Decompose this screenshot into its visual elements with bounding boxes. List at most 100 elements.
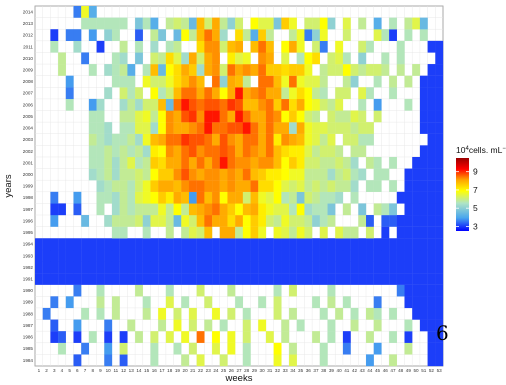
heatmap-cell (342, 110, 351, 123)
heatmap-cell (327, 145, 336, 158)
heatmap-cell (435, 110, 444, 123)
heatmap-cell (119, 122, 128, 134)
heatmap-cell (196, 98, 205, 111)
heatmap-cell (73, 331, 82, 343)
heatmap-cell (142, 203, 151, 216)
heatmap-cell (104, 249, 113, 262)
heatmap-cell (127, 319, 136, 332)
heatmap-cell (412, 203, 421, 216)
heatmap-cell (258, 17, 267, 30)
heatmap-cell (350, 133, 359, 146)
heatmap-cell (335, 180, 344, 192)
heatmap-cell (273, 249, 282, 262)
heatmap-cell (96, 122, 105, 134)
heatmap-cell (188, 319, 197, 332)
heatmap-cell (196, 168, 205, 181)
heatmap-cell (50, 40, 59, 53)
heatmap-cell (296, 64, 305, 76)
heatmap-cell (165, 75, 174, 88)
heatmap-cell (319, 168, 328, 181)
heatmap-cell (296, 215, 305, 227)
heatmap-cell (227, 226, 236, 239)
heatmap-cell (312, 249, 320, 262)
heatmap-cell (250, 249, 259, 262)
heatmap-cell (335, 52, 344, 65)
heatmap-cell (235, 64, 243, 76)
heatmap-cell (427, 110, 436, 123)
heatmap-cell (104, 261, 113, 274)
heatmap-cell (289, 342, 297, 355)
heatmap-cell (396, 226, 405, 239)
heatmap-cell (81, 52, 90, 65)
heatmap-cell (111, 133, 120, 146)
heatmap-cell (88, 98, 97, 111)
heatmap-cell (250, 40, 259, 53)
heatmap-cell (319, 180, 328, 192)
heatmap-cell (289, 226, 297, 239)
heatmap-cell (196, 203, 205, 216)
heatmap-cell (281, 238, 290, 251)
heatmap-cell (204, 29, 213, 41)
heatmap-cell (181, 29, 190, 41)
heatmap-cell (204, 226, 213, 239)
heatmap-cell (219, 87, 228, 100)
heatmap-cell (373, 261, 382, 274)
heatmap-cell (88, 29, 97, 41)
heatmap-cell (296, 156, 305, 169)
heatmap-cell (242, 342, 251, 355)
heatmap-cell (96, 40, 105, 53)
heatmap-cell (389, 156, 397, 169)
heatmap-cell (273, 122, 282, 134)
heatmap-cell (181, 273, 190, 285)
heatmap-cell (250, 261, 259, 274)
heatmap-cell (273, 342, 282, 355)
heatmap-cell (127, 249, 136, 262)
heatmap-cell (119, 261, 128, 274)
x-tick-label: 39 (329, 368, 335, 373)
heatmap-cell (258, 98, 267, 111)
heatmap-cell (235, 87, 243, 100)
x-tick-label: 34 (290, 368, 296, 373)
heatmap-cell (165, 168, 174, 181)
heatmap-cell (419, 191, 428, 204)
heatmap-cell (412, 64, 421, 76)
heatmap-cell (50, 215, 59, 227)
heatmap-cell (212, 75, 220, 88)
heatmap-cell (135, 284, 143, 297)
heatmap-cell (204, 215, 213, 227)
heatmap-cell (304, 64, 313, 76)
heatmap-cell (173, 238, 182, 251)
heatmap-cell (165, 122, 174, 134)
x-tick-label: 9 (99, 368, 102, 373)
heatmap-cell (150, 98, 159, 111)
heatmap-cell (96, 145, 105, 158)
heatmap-cell (88, 145, 97, 158)
heatmap-cell (104, 238, 113, 251)
heatmap-cell (258, 261, 267, 274)
heatmap-cell (427, 122, 436, 134)
heatmap-cell (58, 342, 66, 355)
heatmap-cell (242, 110, 251, 123)
heatmap-cell (250, 238, 259, 251)
heatmap-cell (119, 87, 128, 100)
heatmap-cell (289, 273, 297, 285)
heatmap-cell (335, 122, 344, 134)
heatmap-cell (165, 261, 174, 274)
heatmap-cell (258, 52, 267, 65)
heatmap-cell (165, 133, 174, 146)
heatmap-cell (173, 273, 182, 285)
heatmap-cell (173, 307, 182, 320)
heatmap-cell (258, 110, 267, 123)
heatmap-cell (427, 296, 436, 309)
heatmap-cell (181, 226, 190, 239)
heatmap-cell (227, 215, 236, 227)
heatmap-cell (58, 331, 66, 343)
heatmap-cell (312, 110, 320, 123)
heatmap-cell (142, 75, 151, 88)
heatmap-cell (358, 122, 367, 134)
heatmap-cell (289, 203, 297, 216)
x-tick-label: 53 (437, 368, 443, 373)
heatmap-cell (219, 156, 228, 169)
heatmap-cell (296, 273, 305, 285)
heatmap-cell (212, 110, 220, 123)
